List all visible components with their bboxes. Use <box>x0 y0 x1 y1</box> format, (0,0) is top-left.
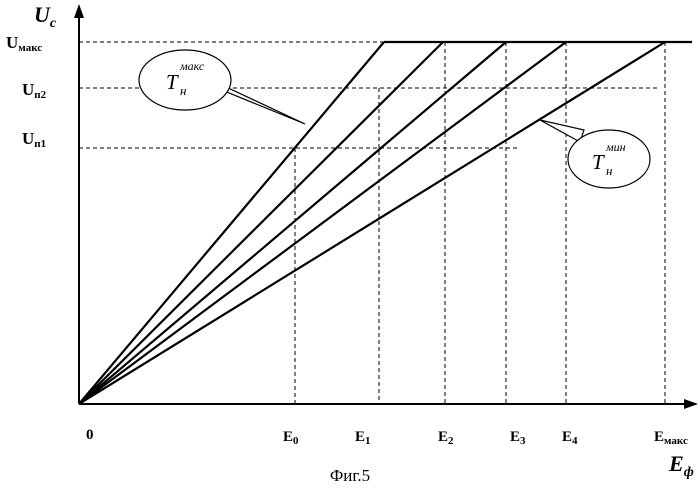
x-label-e3: E3 <box>510 430 526 447</box>
x-label-e-max-main: E <box>654 429 664 445</box>
y-label-u-p2-main: U <box>22 80 34 99</box>
y-axis-title: Uc <box>34 4 56 31</box>
y-axis-title-main: U <box>34 2 50 27</box>
x-label-e3-sub: 3 <box>520 435 526 447</box>
y-label-u-max: Uмакс <box>6 34 42 54</box>
callout-t-min-bubble <box>568 130 650 188</box>
x-label-e-max-sub: макс <box>664 435 688 447</box>
x-label-e-max: Eмакс <box>654 430 688 447</box>
y-label-u-p2: Uп2 <box>22 81 46 101</box>
x-label-e4: E4 <box>562 430 578 447</box>
x-label-e2: E2 <box>438 430 454 447</box>
curve-t-max <box>79 42 384 404</box>
callout-t-max-sup: макс <box>180 60 204 72</box>
x-label-e0-sub: 0 <box>293 435 299 447</box>
callout-t-min-main: T <box>592 150 604 174</box>
x-axis-arrow <box>684 399 698 409</box>
x-label-e2-sub: 2 <box>448 435 454 447</box>
callout-t-max-main: T <box>166 70 178 94</box>
callout-t-min-sup: мин <box>606 141 626 153</box>
x-label-e1-sub: 1 <box>365 435 371 447</box>
curve-3 <box>79 42 506 404</box>
x-label-e2-main: E <box>438 429 448 445</box>
callout-t-min-sub: н <box>606 164 612 177</box>
y-label-u-p2-sub: п2 <box>34 89 46 101</box>
figure-caption: Фиг.5 <box>0 466 700 486</box>
y-label-u-max-sub: макс <box>18 42 42 54</box>
callout-t-max <box>139 50 305 124</box>
y-label-u-max-main: U <box>6 33 18 52</box>
vertical-guides <box>295 42 665 404</box>
x-label-e0: E0 <box>283 430 299 447</box>
x-label-e4-sub: 4 <box>572 435 578 447</box>
curve-2 <box>79 42 443 404</box>
x-label-e1: E1 <box>355 430 371 447</box>
x-label-e3-main: E <box>510 429 520 445</box>
y-label-u-p1-sub: п1 <box>34 138 46 150</box>
origin-label: 0 <box>86 428 94 443</box>
y-axis-title-sub: c <box>50 16 56 31</box>
x-label-e4-main: E <box>562 429 572 445</box>
callout-t-max-sub: н <box>180 84 186 97</box>
callout-t-min-pointer <box>540 120 584 142</box>
callout-t-max-text: T макс н <box>166 72 178 93</box>
y-axis-arrow <box>74 4 84 18</box>
y-label-u-p1-main: U <box>22 129 34 148</box>
x-label-e1-main: E <box>355 429 365 445</box>
y-label-u-p1: Uп1 <box>22 130 46 150</box>
callout-t-min-text: T мин н <box>592 152 604 173</box>
x-label-e0-main: E <box>283 429 293 445</box>
